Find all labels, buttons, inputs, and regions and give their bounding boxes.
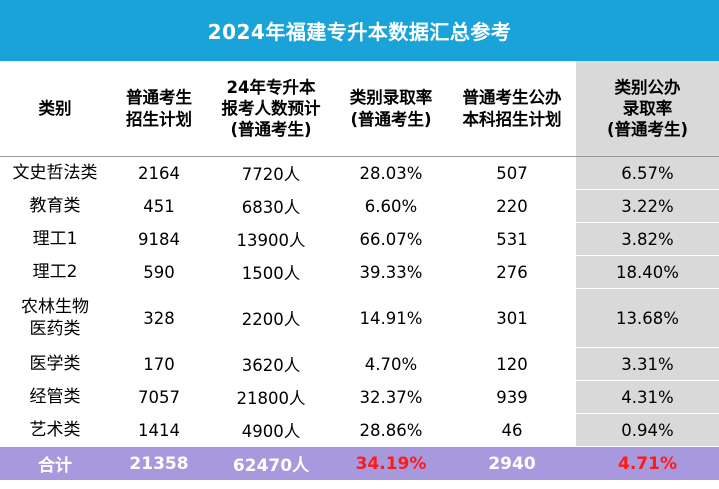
total-applicants: 62470人 xyxy=(208,446,334,480)
cell-public-rate: 0.94% xyxy=(576,413,719,447)
cell-plan: 170 xyxy=(110,347,208,381)
cell-plan: 590 xyxy=(110,255,208,289)
cell-public-rate: 13.68% xyxy=(576,288,719,348)
cell-public-plan: 220 xyxy=(448,189,576,223)
table-row: 农林生物 医药类 328 2200人 14.91% 301 13.68% xyxy=(0,288,719,348)
cell-rate: 32.37% xyxy=(334,380,448,414)
total-public-rate: 4.71% xyxy=(576,446,719,480)
cell-applicants: 6830人 xyxy=(208,189,334,223)
header-public-rate: 类别公办 录取率 (普通考生) xyxy=(576,61,719,157)
cell-applicants: 2200人 xyxy=(208,288,334,348)
cell-category: 艺术类 xyxy=(0,413,110,447)
cell-public-plan: 276 xyxy=(448,255,576,289)
cell-public-rate: 18.40% xyxy=(576,255,719,289)
cell-category: 教育类 xyxy=(0,189,110,223)
cell-public-rate: 3.22% xyxy=(576,189,719,223)
cell-applicants: 1500人 xyxy=(208,255,334,289)
header-rate: 类别录取率 (普通考生) xyxy=(334,61,448,157)
total-plan: 21358 xyxy=(110,446,208,480)
table-row: 文史哲法类 2164 7720人 28.03% 507 6.57% xyxy=(0,156,719,190)
cell-public-rate: 4.31% xyxy=(576,380,719,414)
table-row: 艺术类 1414 4900人 28.86% 46 0.94% xyxy=(0,413,719,447)
cell-category: 经管类 xyxy=(0,380,110,414)
cell-applicants: 21800人 xyxy=(208,380,334,414)
cell-rate: 4.70% xyxy=(334,347,448,381)
data-table: 类别 普通考生 招生计划 24年专升本 报考人数预计 (普通考生) 类别录取率 … xyxy=(0,61,719,480)
cell-category: 医学类 xyxy=(0,347,110,381)
cell-public-rate: 3.31% xyxy=(576,347,719,381)
header-category: 类别 xyxy=(0,61,110,157)
cell-category: 文史哲法类 xyxy=(0,156,110,190)
cell-plan: 7057 xyxy=(110,380,208,414)
cell-rate: 28.86% xyxy=(334,413,448,447)
cell-public-plan: 507 xyxy=(448,156,576,190)
total-rate: 34.19% xyxy=(334,446,448,480)
cell-public-rate: 6.57% xyxy=(576,156,719,190)
cell-public-plan: 531 xyxy=(448,222,576,256)
header-row: 类别 普通考生 招生计划 24年专升本 报考人数预计 (普通考生) 类别录取率 … xyxy=(0,61,719,157)
cell-applicants: 4900人 xyxy=(208,413,334,447)
cell-plan: 451 xyxy=(110,189,208,223)
table-row: 经管类 7057 21800人 32.37% 939 4.31% xyxy=(0,380,719,414)
table-row: 理工2 590 1500人 39.33% 276 18.40% xyxy=(0,255,719,289)
cell-public-plan: 120 xyxy=(448,347,576,381)
table-row: 医学类 170 3620人 4.70% 120 3.31% xyxy=(0,347,719,381)
cell-public-plan: 939 xyxy=(448,380,576,414)
total-row: 合计 21358 62470人 34.19% 2940 4.71% xyxy=(0,446,719,480)
cell-rate: 6.60% xyxy=(334,189,448,223)
cell-applicants: 7720人 xyxy=(208,156,334,190)
page-title: 2024年福建专升本数据汇总参考 xyxy=(0,0,719,63)
cell-rate: 66.07% xyxy=(334,222,448,256)
cell-plan: 9184 xyxy=(110,222,208,256)
header-applicants: 24年专升本 报考人数预计 (普通考生) xyxy=(208,61,334,157)
total-public-plan: 2940 xyxy=(448,446,576,480)
cell-public-plan: 301 xyxy=(448,288,576,348)
cell-category: 农林生物 医药类 xyxy=(0,288,110,348)
cell-rate: 14.91% xyxy=(334,288,448,348)
cell-rate: 28.03% xyxy=(334,156,448,190)
cell-rate: 39.33% xyxy=(334,255,448,289)
header-public-plan: 普通考生公办 本科招生计划 xyxy=(448,61,576,157)
cell-public-rate: 3.82% xyxy=(576,222,719,256)
header-plan: 普通考生 招生计划 xyxy=(110,61,208,157)
cell-plan: 328 xyxy=(110,288,208,348)
cell-applicants: 3620人 xyxy=(208,347,334,381)
cell-public-plan: 46 xyxy=(448,413,576,447)
cell-category: 理工1 xyxy=(0,222,110,256)
table-row: 理工1 9184 13900人 66.07% 531 3.82% xyxy=(0,222,719,256)
cell-plan: 1414 xyxy=(110,413,208,447)
cell-applicants: 13900人 xyxy=(208,222,334,256)
cell-category: 理工2 xyxy=(0,255,110,289)
cell-plan: 2164 xyxy=(110,156,208,190)
total-category: 合计 xyxy=(0,446,110,480)
table-row: 教育类 451 6830人 6.60% 220 3.22% xyxy=(0,189,719,223)
